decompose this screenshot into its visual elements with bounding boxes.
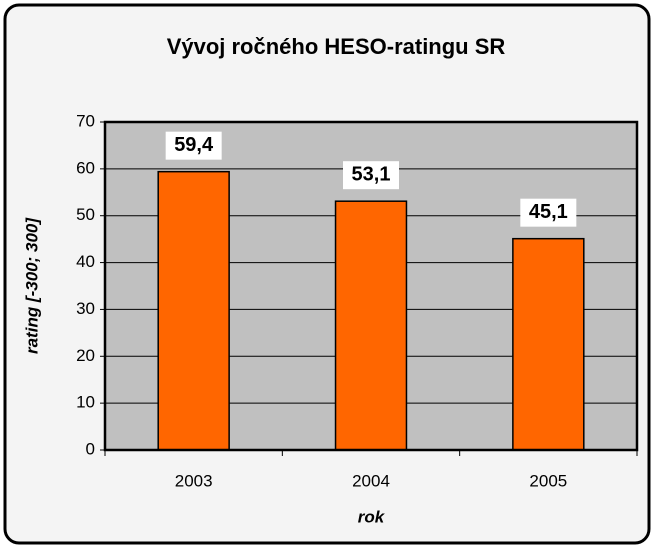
value-label: 53,1 <box>352 163 391 185</box>
value-label: 59,4 <box>174 134 214 156</box>
y-tick-label: 20 <box>76 346 95 365</box>
plot-border <box>103 120 639 452</box>
y-tick-label: 40 <box>76 252 95 271</box>
y-tick-label: 0 <box>86 439 95 458</box>
y-tick-label: 10 <box>76 393 95 412</box>
y-axis-label: rating [-300; 300] <box>22 217 41 354</box>
value-label-bg <box>165 131 222 160</box>
y-tick-label: 50 <box>76 205 95 224</box>
x-tick-label: 2005 <box>529 471 567 490</box>
value-label-bg <box>520 198 577 227</box>
x-tick-label: 2004 <box>352 471 390 490</box>
x-axis-label: rok <box>358 507 386 526</box>
bar <box>157 170 230 451</box>
y-tick-label: 60 <box>76 158 95 177</box>
bar <box>512 237 585 451</box>
y-tick-label: 30 <box>76 299 95 318</box>
bar <box>334 200 408 451</box>
value-label: 45,1 <box>529 201 568 223</box>
y-tick-label: 70 <box>76 111 95 130</box>
value-label-bg <box>343 161 399 190</box>
x-tick-label: 2003 <box>175 471 213 490</box>
chart-title: Vývoj ročného HESO-ratingu SR <box>167 34 506 59</box>
